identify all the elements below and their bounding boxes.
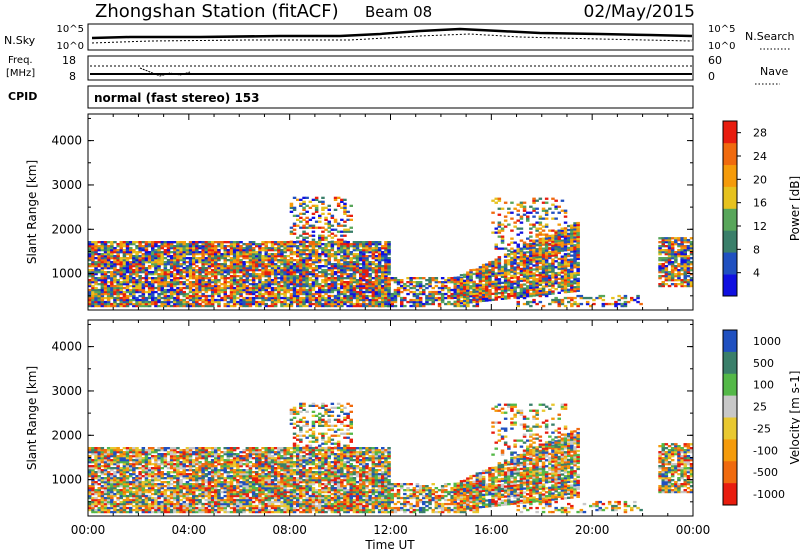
nave-tick-bottom: 0 (708, 70, 715, 83)
colorbar-tick-label: 12 (753, 220, 767, 233)
colorbar-segment (723, 374, 737, 396)
x-tick-label: 12:00 (373, 523, 408, 537)
y-axis-title: Slant Range [km] (25, 366, 39, 470)
colorbar-tick-label: -500 (753, 466, 778, 479)
colorbar-segment (723, 439, 737, 461)
colorbar-tick-label: 20 (753, 173, 767, 186)
colorbar-segment (723, 143, 737, 165)
power-panel: 1000 2000 3000 4000 Slant Range [km] (25, 114, 693, 310)
n-tick-right-top: 10^5 (708, 24, 735, 35)
velocity-colorbar: 1000 500 100 25 -25 -100 -500 -1000 Velocity [m … (723, 330, 800, 505)
nsky-trace (92, 29, 692, 38)
station-title: Zhongshan Station (fitACF) (95, 1, 339, 22)
y-axis-title: Slant Range [km] (25, 160, 39, 264)
colorbar-segment (723, 165, 737, 187)
colorbar-tick-label: 8 (753, 243, 760, 256)
freq-label-1: Freq. (8, 55, 33, 66)
nsearch-label: N.Search (745, 30, 795, 43)
colorbar-tick-label: 1000 (753, 335, 781, 348)
colorbar-tick-label: 100 (753, 379, 774, 392)
colorbar-tick-label: 4 (753, 267, 760, 280)
time-axis: 00:00 04:00 08:00 12:00 16:00 20:00 00:00 (71, 523, 711, 537)
n-tick-left-top: 10^5 (57, 24, 84, 35)
x-tick-label: 08:00 (272, 523, 307, 537)
x-axis-title: Time UT (364, 538, 415, 552)
cpid-text: normal (fast stereo) 153 (94, 91, 260, 105)
colorbar-title: Power [dB] (788, 176, 800, 241)
freq-tick-bottom: 8 (69, 70, 76, 83)
freq-label-2: [MHz] (6, 68, 35, 79)
power-colorbar: 4 8 12 16 20 24 28 Power [dB] (723, 121, 800, 296)
y-tick-label: 3000 (51, 384, 82, 398)
heatmap-cells (88, 197, 693, 307)
x-tick-label: 00:00 (71, 523, 106, 537)
cpid-strip: CPID normal (fast stereo) 153 (8, 86, 693, 108)
y-tick-label: 1000 (51, 267, 82, 281)
y-tick-label: 2000 (51, 428, 82, 442)
nsky-label: N.Sky (4, 34, 36, 47)
colorbar-segment (723, 230, 737, 252)
nsearch-trace (92, 34, 692, 43)
colorbar-segment (723, 461, 737, 483)
colorbar-tick-label: 16 (753, 197, 767, 210)
colorbar-title: Velocity [m s-1] (788, 371, 800, 465)
velocity-panel: 1000 2000 3000 4000 Slant Range [km] (25, 320, 693, 516)
heatmap-cells (88, 403, 693, 514)
colorbar-tick-label: -1000 (753, 488, 785, 501)
x-tick-label: 00:00 (676, 523, 711, 537)
colorbar-segment (723, 396, 737, 418)
n-tick-right-bottom: 10^0 (708, 41, 735, 52)
colorbar-tick-label: 28 (753, 127, 767, 140)
beam-label: Beam 08 (365, 3, 432, 21)
colorbar-segment (723, 330, 737, 352)
colorbar-segment (723, 418, 737, 440)
colorbar-segment (723, 483, 737, 505)
x-tick-label: 04:00 (172, 523, 207, 537)
date-label: 02/May/2015 (584, 2, 696, 22)
freq-strip: Freq. [MHz] 18 8 60 0 Nave (6, 54, 788, 84)
y-tick-label: 3000 (51, 178, 82, 192)
x-tick-label: 16:00 (474, 523, 509, 537)
colorbar-segment (723, 352, 737, 374)
nave-tick-top: 60 (708, 54, 722, 67)
colorbar-tick-label: 24 (753, 150, 767, 163)
y-tick-label: 2000 (51, 222, 82, 236)
y-tick-label: 4000 (51, 340, 82, 354)
x-tick-label: 20:00 (575, 523, 610, 537)
colorbar-segment (723, 274, 737, 296)
colorbar-tick-label: 25 (753, 401, 767, 414)
freq-tick-top: 18 (62, 54, 76, 67)
colorbar-segment (723, 121, 737, 143)
nsky-strip: N.Sky 10^5 10^0 10^5 10^0 N.Search (4, 24, 795, 52)
y-tick-label: 1000 (51, 473, 82, 487)
nave-label: Nave (760, 65, 788, 78)
cpid-label: CPID (8, 90, 37, 103)
colorbar-tick-label: -100 (753, 444, 778, 457)
colorbar-segment (723, 252, 737, 274)
colorbar-segment (723, 187, 737, 209)
colorbar-tick-label: -25 (753, 422, 771, 435)
n-tick-left-bottom: 10^0 (57, 41, 84, 52)
y-tick-label: 4000 (51, 134, 82, 148)
colorbar-tick-label: 500 (753, 357, 774, 370)
colorbar-segment (723, 209, 737, 231)
